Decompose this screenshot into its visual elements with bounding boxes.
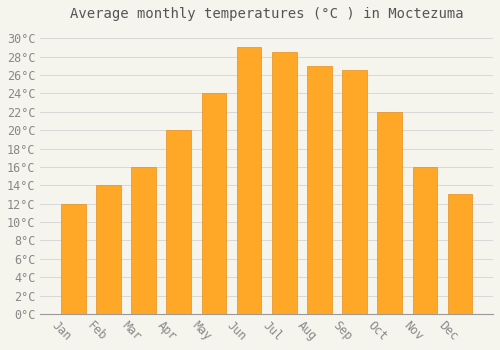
Bar	[448, 195, 472, 314]
Bar	[61, 204, 86, 314]
Bar	[307, 66, 332, 314]
Bar	[96, 185, 120, 314]
Bar	[237, 48, 262, 314]
Bar	[378, 112, 402, 314]
Bar	[202, 93, 226, 314]
Bar	[412, 167, 438, 314]
Bar	[342, 70, 367, 314]
Title: Average monthly temperatures (°C ) in Moctezuma: Average monthly temperatures (°C ) in Mo…	[70, 7, 464, 21]
Bar	[131, 167, 156, 314]
Bar	[166, 130, 191, 314]
Bar	[272, 52, 296, 314]
